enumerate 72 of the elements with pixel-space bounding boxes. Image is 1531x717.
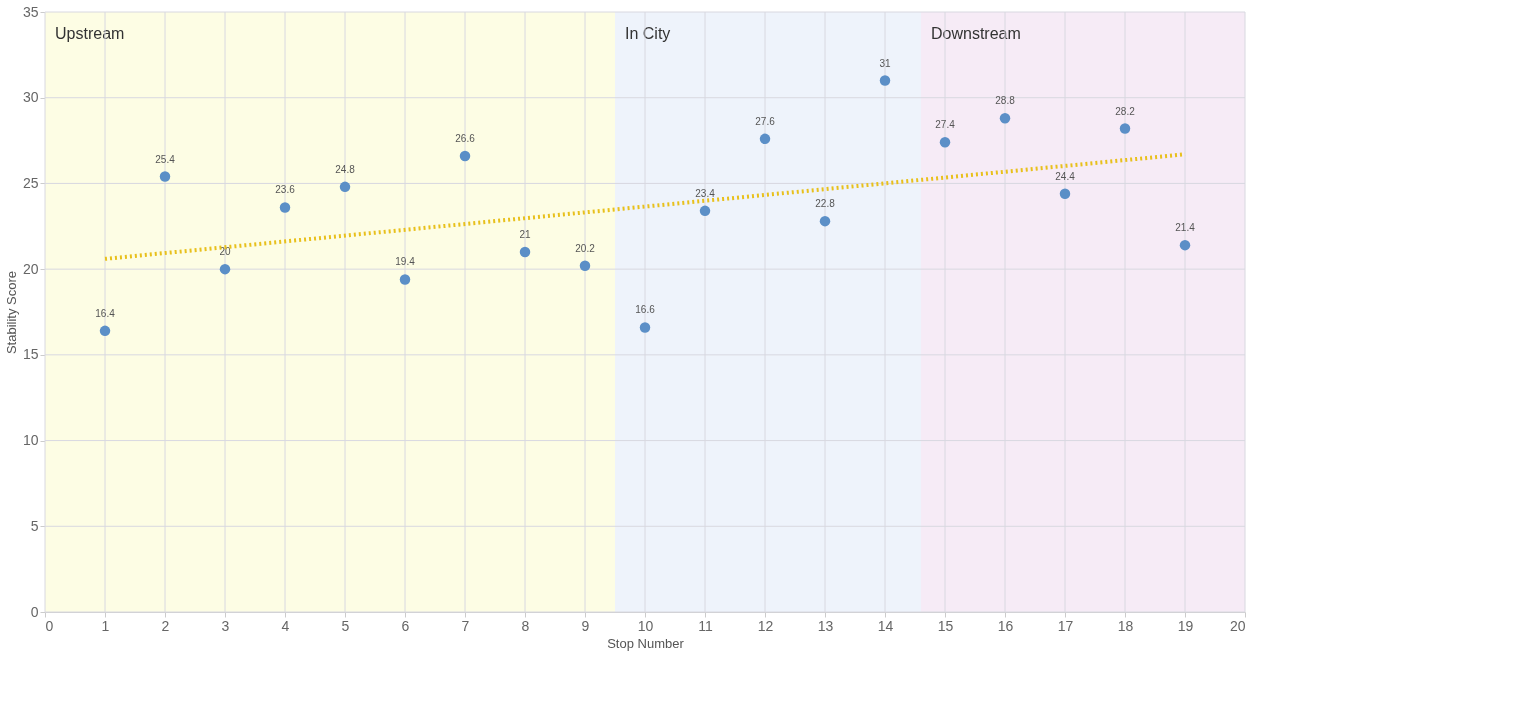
point (759, 133, 771, 145)
point (339, 181, 351, 193)
data-label: 28.2 (1115, 105, 1136, 117)
data-label: 24.4 (1055, 170, 1076, 182)
data-label: 28.8 (995, 95, 1016, 107)
x-tick-label: 18 (1117, 617, 1134, 634)
x-tick-label: 4 (281, 617, 290, 634)
x-tick-label: 5 (341, 617, 350, 634)
x-tick-label: 1 (101, 617, 110, 634)
point (159, 171, 171, 182)
data-label: 20 (219, 246, 231, 258)
x-tick-label: 19 (1177, 617, 1194, 634)
point (1179, 239, 1191, 251)
point (219, 263, 231, 275)
band-label: Downstream (931, 25, 1021, 42)
y-tick-label: 0 (30, 603, 39, 620)
data-label: 16.4 (95, 307, 116, 319)
x-tick-label: 3 (221, 617, 230, 634)
x-axis-title: Stop Number (607, 635, 685, 651)
point (579, 260, 591, 271)
data-label: 23.6 (275, 184, 296, 196)
data-label: 26.6 (455, 133, 476, 144)
data-label: 16.6 (635, 304, 656, 316)
y-tick-label: 15 (22, 346, 39, 363)
point (519, 246, 531, 258)
point (1059, 188, 1071, 199)
data-label: 22.8 (815, 198, 836, 210)
data-label: 24.8 (335, 163, 356, 175)
point (639, 322, 651, 333)
x-tick-label: 8 (521, 617, 530, 634)
x-tick-label: 2 (161, 617, 170, 634)
y-tick-label: 35 (22, 3, 39, 20)
point (99, 325, 111, 337)
point (279, 202, 291, 213)
data-label: 21.4 (1175, 222, 1196, 234)
point (399, 274, 411, 285)
x-tick-label: 9 (581, 617, 590, 634)
y-axis-title: Stability Score (3, 270, 19, 355)
x-tick-label: 0 (45, 617, 54, 634)
data-label: 23.4 (695, 187, 716, 199)
point (459, 150, 471, 162)
x-tick-label: 16 (997, 617, 1014, 634)
point (879, 75, 891, 86)
point (1119, 123, 1131, 134)
y-tick-label: 25 (22, 174, 39, 191)
x-tick-label: 11 (698, 617, 713, 634)
band-label: Upstream (55, 25, 125, 42)
data-label: 27.6 (755, 115, 776, 127)
band-label: In City (625, 25, 671, 42)
data-label: 19.4 (395, 256, 416, 268)
data-label: 31 (879, 57, 891, 69)
y-tick-label: 20 (22, 260, 39, 277)
y-tick-label: 30 (22, 89, 39, 106)
x-tick-label: 14 (877, 617, 894, 634)
point (819, 215, 831, 227)
x-tick-label: 7 (461, 617, 470, 634)
data-label: 27.4 (935, 119, 956, 131)
data-label: 20.2 (575, 242, 596, 254)
y-tick-label: 10 (22, 432, 39, 449)
y-tick-label: 5 (30, 517, 39, 534)
x-tick-label: 12 (757, 617, 774, 634)
x-tick-label: 20 (1229, 617, 1246, 634)
x-tick-label: 17 (1057, 617, 1074, 634)
x-tick-label: 10 (637, 617, 654, 634)
data-label: 21 (519, 229, 531, 240)
data-label: 25.4 (155, 153, 176, 165)
x-tick-label: 13 (817, 617, 834, 634)
point (939, 137, 951, 148)
point (999, 113, 1011, 124)
x-tick-label: 6 (401, 617, 410, 634)
point (699, 205, 711, 217)
x-tick-label: 15 (937, 617, 954, 634)
